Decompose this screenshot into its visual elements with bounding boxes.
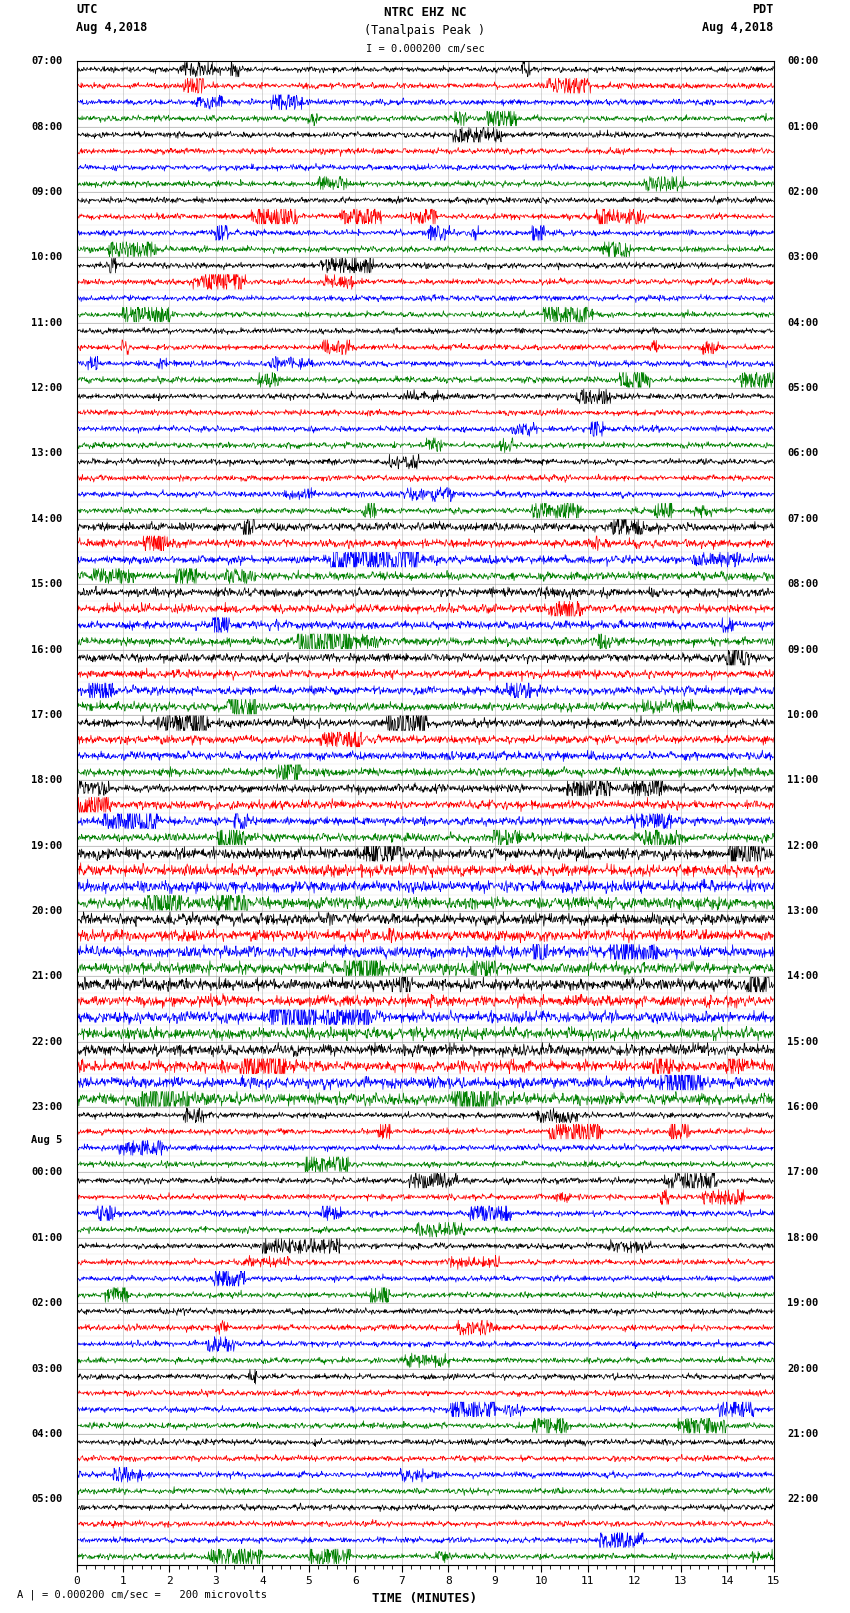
Text: 00:00: 00:00 bbox=[787, 56, 819, 66]
Text: UTC: UTC bbox=[76, 3, 98, 16]
Text: NTRC EHZ NC: NTRC EHZ NC bbox=[383, 6, 467, 19]
Text: 01:00: 01:00 bbox=[787, 121, 819, 132]
Text: 16:00: 16:00 bbox=[787, 1102, 819, 1111]
Text: A | = 0.000200 cm/sec =   200 microvolts: A | = 0.000200 cm/sec = 200 microvolts bbox=[17, 1589, 267, 1600]
Text: 03:00: 03:00 bbox=[787, 252, 819, 263]
Text: 13:00: 13:00 bbox=[31, 448, 63, 458]
Text: 23:00: 23:00 bbox=[31, 1102, 63, 1111]
Text: 22:00: 22:00 bbox=[787, 1494, 819, 1505]
Text: 00:00: 00:00 bbox=[31, 1168, 63, 1177]
Text: 12:00: 12:00 bbox=[787, 840, 819, 850]
Text: 02:00: 02:00 bbox=[787, 187, 819, 197]
Text: 17:00: 17:00 bbox=[787, 1168, 819, 1177]
Text: I = 0.000200 cm/sec: I = 0.000200 cm/sec bbox=[366, 44, 484, 53]
Text: 15:00: 15:00 bbox=[787, 1037, 819, 1047]
Text: 09:00: 09:00 bbox=[31, 187, 63, 197]
Text: 04:00: 04:00 bbox=[31, 1429, 63, 1439]
Text: 20:00: 20:00 bbox=[787, 1363, 819, 1374]
Text: 22:00: 22:00 bbox=[31, 1037, 63, 1047]
Text: 06:00: 06:00 bbox=[787, 448, 819, 458]
X-axis label: TIME (MINUTES): TIME (MINUTES) bbox=[372, 1592, 478, 1605]
Text: 09:00: 09:00 bbox=[787, 645, 819, 655]
Text: Aug 4,2018: Aug 4,2018 bbox=[76, 21, 148, 34]
Text: 05:00: 05:00 bbox=[787, 384, 819, 394]
Text: 17:00: 17:00 bbox=[31, 710, 63, 719]
Text: 02:00: 02:00 bbox=[31, 1298, 63, 1308]
Text: 11:00: 11:00 bbox=[31, 318, 63, 327]
Text: 14:00: 14:00 bbox=[31, 515, 63, 524]
Text: 21:00: 21:00 bbox=[31, 971, 63, 981]
Text: 13:00: 13:00 bbox=[787, 907, 819, 916]
Text: 18:00: 18:00 bbox=[787, 1232, 819, 1242]
Text: 07:00: 07:00 bbox=[787, 515, 819, 524]
Text: 19:00: 19:00 bbox=[31, 840, 63, 850]
Text: 15:00: 15:00 bbox=[31, 579, 63, 589]
Text: 21:00: 21:00 bbox=[787, 1429, 819, 1439]
Text: 14:00: 14:00 bbox=[787, 971, 819, 981]
Text: 03:00: 03:00 bbox=[31, 1363, 63, 1374]
Text: 20:00: 20:00 bbox=[31, 907, 63, 916]
Text: PDT: PDT bbox=[752, 3, 774, 16]
Text: 10:00: 10:00 bbox=[787, 710, 819, 719]
Text: Aug 5: Aug 5 bbox=[31, 1136, 63, 1145]
Text: 16:00: 16:00 bbox=[31, 645, 63, 655]
Text: 08:00: 08:00 bbox=[31, 121, 63, 132]
Text: 08:00: 08:00 bbox=[787, 579, 819, 589]
Text: 11:00: 11:00 bbox=[787, 776, 819, 786]
Text: 18:00: 18:00 bbox=[31, 776, 63, 786]
Text: 07:00: 07:00 bbox=[31, 56, 63, 66]
Text: 10:00: 10:00 bbox=[31, 252, 63, 263]
Text: 01:00: 01:00 bbox=[31, 1232, 63, 1242]
Text: 12:00: 12:00 bbox=[31, 384, 63, 394]
Text: Aug 4,2018: Aug 4,2018 bbox=[702, 21, 774, 34]
Text: (Tanalpais Peak ): (Tanalpais Peak ) bbox=[365, 24, 485, 37]
Text: 19:00: 19:00 bbox=[787, 1298, 819, 1308]
Text: 05:00: 05:00 bbox=[31, 1494, 63, 1505]
Text: 04:00: 04:00 bbox=[787, 318, 819, 327]
